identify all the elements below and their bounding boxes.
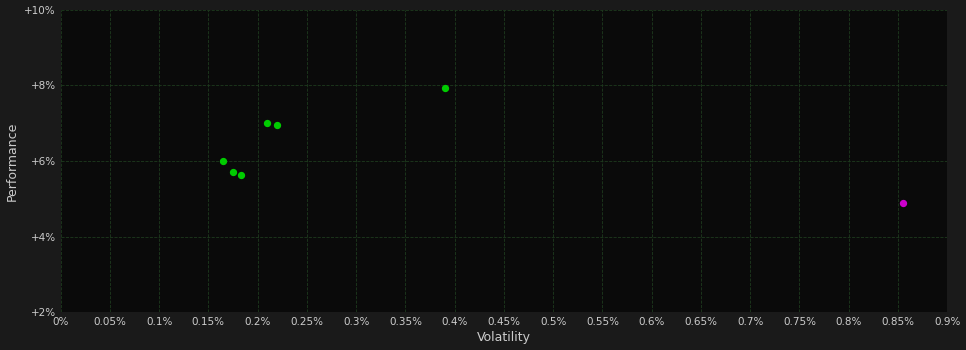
Point (270, 122, 285, 128)
Point (225, 169, 241, 174)
Point (233, 173, 248, 178)
Point (437, 85, 452, 91)
Point (260, 120, 275, 126)
Point (215, 158, 231, 164)
Y-axis label: Performance: Performance (6, 121, 18, 201)
X-axis label: Volatility: Volatility (477, 331, 531, 344)
Point (895, 200, 911, 205)
